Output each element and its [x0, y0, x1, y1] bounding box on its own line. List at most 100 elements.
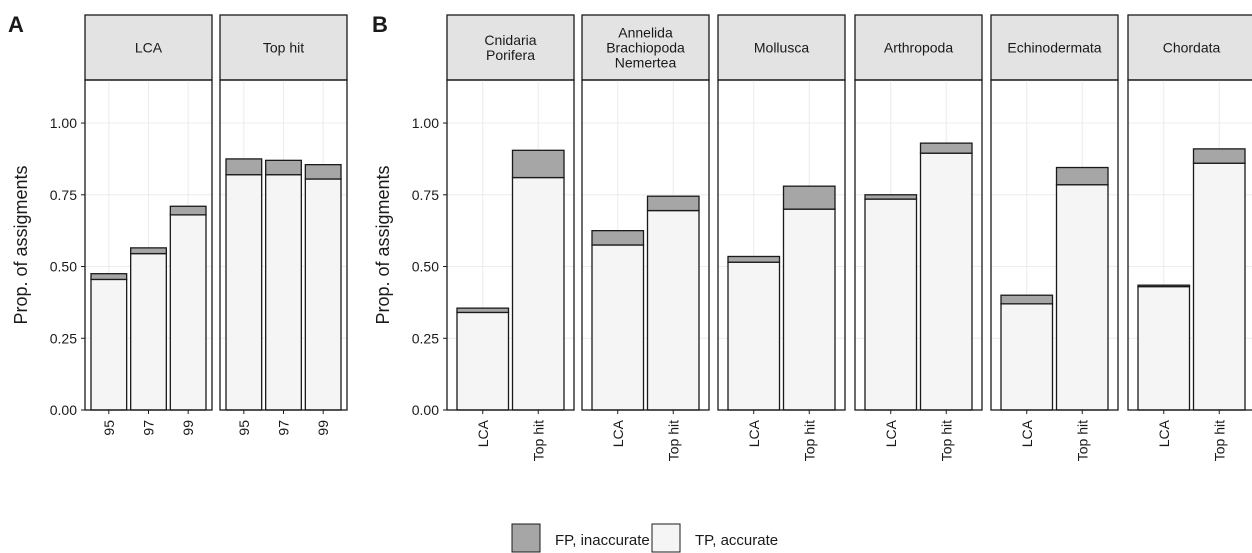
- facet: LCA 95 97 99: [84, 14, 213, 436]
- y-axis-title: Prop. of assigments: [11, 165, 31, 324]
- bar-tp: [646, 209, 700, 411]
- bar-fp: [1192, 148, 1246, 164]
- x-tick-label: 95: [236, 420, 252, 436]
- x-tick-label: Top hit: [1074, 420, 1090, 461]
- x-tick-label: LCA: [1156, 419, 1172, 447]
- facet: Top hit 95 97 99: [219, 14, 348, 436]
- y-tick-label: 0.75: [412, 187, 439, 203]
- x-tick-label: Top hit: [530, 420, 546, 461]
- bar-fp: [511, 149, 565, 179]
- bar-tp: [1055, 184, 1109, 411]
- facet-frame: [446, 79, 575, 411]
- bar-tp: [169, 214, 207, 411]
- x-tick-label: 99: [180, 420, 196, 436]
- x-tick-label: 97: [141, 420, 157, 436]
- y-tick-label: 0.50: [412, 259, 439, 275]
- panel-b: 0.00 0.25 0.50 0.75 1.00 Prop. of assigments C…: [373, 14, 1252, 461]
- y-tick-label: 0.75: [50, 187, 77, 203]
- bar-fp: [1055, 166, 1109, 186]
- facet-title: Cnidaria: [484, 32, 536, 48]
- facet-strip: [446, 14, 575, 81]
- facet: Mollusca LCA Top hit: [717, 14, 846, 461]
- y-tick-label: 1.00: [50, 115, 77, 131]
- panel-letter-b: B: [372, 12, 388, 37]
- legend-label-fp: FP, inaccurate: [555, 532, 650, 549]
- x-tick-label: 99: [315, 420, 331, 436]
- bar-tp: [130, 252, 167, 411]
- x-tick-label: Top hit: [665, 420, 681, 461]
- bar-tp: [456, 311, 510, 411]
- facet-strip: [854, 14, 983, 81]
- facet-strip: [219, 14, 348, 81]
- facet-strip: [84, 14, 213, 81]
- bar-fp: [1137, 284, 1191, 288]
- facet: Echinodermata LCA Top hit: [990, 14, 1119, 461]
- facet-strip: [990, 14, 1119, 81]
- bar-tp: [511, 176, 565, 411]
- bar-tp: [90, 278, 128, 411]
- facet-title: LCA: [135, 40, 163, 56]
- bar-fp: [90, 273, 128, 281]
- x-tick-label: Top hit: [1211, 420, 1227, 461]
- facet-frame: [219, 79, 348, 411]
- facet-title: Chordata: [1163, 40, 1221, 56]
- panel-a: 0.00 0.25 0.50 0.75 1.00 Prop. of assigments L…: [11, 14, 348, 436]
- facet-title: Porifera: [486, 47, 535, 63]
- bar-fp: [1000, 294, 1054, 305]
- facet-title: Brachiopoda: [606, 40, 685, 56]
- facet-frame: [1127, 79, 1252, 411]
- x-tick-label: LCA: [1019, 419, 1035, 447]
- bar-tp: [1137, 285, 1191, 411]
- x-tick-label: LCA: [883, 419, 899, 447]
- y-axis-title: Prop. of assigments: [373, 165, 393, 324]
- x-tick-label: LCA: [475, 419, 491, 447]
- bar-fp: [130, 247, 167, 255]
- facet: Arthropoda LCA Top hit: [854, 14, 983, 461]
- y-tick-label: 0.00: [50, 402, 77, 418]
- facet-strip: [1127, 14, 1252, 81]
- bar-fp: [864, 194, 918, 200]
- bar-tp: [304, 178, 342, 411]
- bar-fp: [169, 205, 207, 216]
- legend-swatch-tp: [651, 523, 681, 553]
- x-tick-label: LCA: [746, 419, 762, 447]
- facet-title: Echinodermata: [1007, 40, 1101, 56]
- bar-tp: [1000, 303, 1054, 411]
- facet-title: Top hit: [263, 40, 304, 56]
- x-tick-label: LCA: [610, 419, 626, 447]
- bar-fp: [456, 307, 510, 314]
- bar-tp: [1192, 162, 1246, 411]
- facet-frame: [581, 79, 710, 411]
- facet-title: Nemertea: [615, 55, 677, 71]
- bar-fp: [591, 230, 645, 246]
- x-tick-label: 97: [276, 420, 292, 436]
- y-tick-label: 0.25: [50, 330, 77, 346]
- facet-strip: [581, 14, 710, 81]
- y-tick-label: 0.00: [412, 402, 439, 418]
- bar-fp: [782, 185, 836, 210]
- bar-tp: [919, 152, 973, 411]
- bar-fp: [265, 159, 302, 176]
- facet: Chordata LCA Top hit: [1127, 14, 1252, 461]
- y-tick-label: 1.00: [412, 115, 439, 131]
- bar-fp: [919, 142, 973, 154]
- bar-tp: [727, 261, 781, 411]
- bar-fp: [225, 158, 263, 176]
- panel-letter-a: A: [8, 12, 24, 37]
- legend-label-tp: TP, accurate: [695, 532, 778, 549]
- legend: FP, inaccurate TP, accurate: [511, 523, 778, 553]
- x-tick-label: Top hit: [938, 420, 954, 461]
- facet-title: Arthropoda: [884, 40, 953, 56]
- facet-title: Annelida: [618, 25, 673, 41]
- facet-frame: [717, 79, 846, 411]
- facet-title: Mollusca: [754, 40, 809, 56]
- bar-fp: [304, 164, 342, 180]
- bar-tp: [265, 174, 302, 411]
- y-tick-label: 0.50: [50, 259, 77, 275]
- bar-fp: [727, 255, 781, 263]
- bar-tp: [591, 244, 645, 411]
- bar-fp: [646, 195, 700, 212]
